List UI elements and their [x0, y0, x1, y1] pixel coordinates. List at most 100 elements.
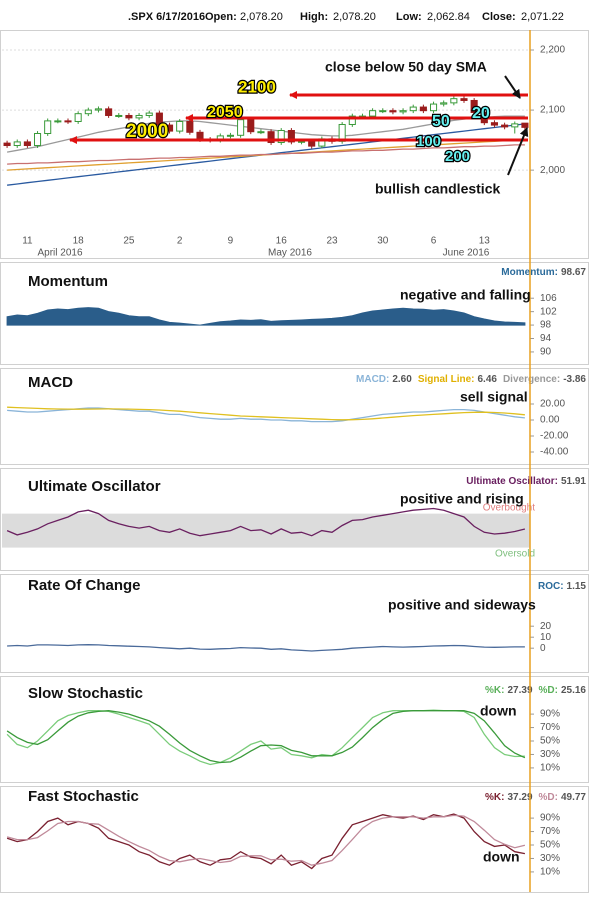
candle-body	[237, 119, 245, 136]
readout-value: 6.46	[477, 374, 497, 385]
candle-body	[450, 98, 458, 104]
y-tick-label: 70%	[540, 722, 560, 733]
sma-line	[6, 115, 525, 153]
y-tick-label: 0.00	[540, 415, 560, 426]
candle-body	[440, 102, 448, 105]
y-tick-label: 20.00	[540, 399, 565, 410]
series-line	[7, 644, 525, 652]
x-tick-label: 16	[276, 236, 288, 247]
annotation: 20	[472, 105, 490, 122]
candle-body	[521, 122, 529, 128]
annotation: down	[483, 849, 520, 865]
header-value: 2,078.20	[240, 11, 283, 23]
candle-body	[13, 141, 21, 147]
x-group-label: April 2016	[37, 248, 82, 259]
y-tick-label: 2,000	[540, 165, 565, 176]
header-label: Low:	[396, 11, 422, 23]
readout: Momentum:98.67	[501, 267, 586, 278]
x-tick-label: 9	[228, 236, 234, 247]
readout-label: %K:	[485, 685, 504, 696]
readout: %K: 27.39 %D: 25.16	[485, 685, 586, 696]
readout-label: %D:	[539, 685, 558, 696]
y-tick-label: 10%	[540, 763, 560, 774]
readout-label: Signal Line:	[418, 374, 475, 385]
readout-value: 2.60	[392, 374, 412, 385]
candle-body	[308, 140, 316, 147]
annotation: 2000	[126, 121, 168, 142]
annotation: sell signal	[460, 389, 528, 405]
oversold-label: Oversold	[495, 548, 535, 559]
panel-title: Fast Stochastic	[28, 788, 139, 805]
candle-body	[105, 108, 113, 116]
readout-value: -3.86	[563, 374, 586, 385]
x-group-label: June 2016	[443, 248, 490, 259]
y-tick-label: 20	[540, 621, 552, 632]
panel-frames	[0, 30, 589, 893]
candle-body	[501, 124, 509, 128]
candle-body	[247, 119, 255, 133]
candle-body	[267, 131, 275, 144]
series-line	[7, 406, 525, 421]
candle-body	[511, 123, 519, 128]
header-label: High:	[300, 11, 328, 23]
price-panel	[0, 30, 589, 259]
candle-body	[287, 129, 295, 143]
candle-body	[419, 106, 427, 112]
candle-body	[409, 106, 417, 112]
series-line	[6, 814, 526, 866]
panel-title: Rate Of Change	[28, 577, 141, 594]
readout: Ultimate Oscillator: 51.91	[466, 476, 586, 487]
panel-title: Slow Stochastic	[28, 685, 143, 702]
candle-body	[64, 120, 72, 123]
y-tick-label: 2,200	[540, 45, 565, 56]
y-tick-label: 90%	[540, 813, 560, 824]
macd-panel	[0, 368, 589, 465]
y-tick-label: 30%	[540, 853, 560, 864]
readout-value: 98.67	[561, 267, 586, 278]
candle-body	[94, 108, 103, 111]
x-tick-label: 30	[377, 236, 389, 247]
candle-body	[186, 120, 194, 133]
annotation: close below 50 day SMA	[325, 59, 487, 75]
arrow-candle	[507, 127, 529, 176]
sma-line	[7, 144, 525, 165]
band	[2, 513, 530, 548]
symbol: .SPX 6/17/2016	[128, 11, 205, 23]
y-tick-label: 94	[540, 333, 552, 344]
y-tick-label: 50%	[540, 840, 560, 851]
y-tick-label: 2,100	[540, 105, 565, 116]
candle-body	[389, 110, 397, 113]
candle-body	[379, 110, 387, 113]
header-value: 2,078.20	[333, 11, 376, 23]
series-line	[6, 507, 526, 537]
y-tick-label: -40.00	[540, 447, 569, 458]
overbought-label: Overbought	[483, 502, 535, 513]
y-tick-label: 106	[540, 293, 557, 304]
panel-title: Momentum	[28, 273, 108, 290]
annotation: negative and falling	[400, 287, 531, 303]
candle-body	[44, 120, 52, 134]
readout-value: 25.16	[561, 685, 586, 696]
candle-body	[3, 142, 11, 147]
header-label: Open:	[205, 11, 237, 23]
candle-body	[165, 124, 174, 132]
annotation-layer: close below 50 day SMA210020502000205010…	[69, 30, 536, 892]
candle-body	[277, 129, 285, 144]
y-tick-label: 50%	[540, 736, 560, 747]
x-tick-label: 23	[326, 236, 338, 247]
candle-body	[490, 122, 499, 126]
readout-label: Ultimate Oscillator:	[466, 476, 558, 487]
readout: %K: 37.29 %D: 49.77	[485, 792, 586, 803]
annotation: 200	[445, 148, 470, 165]
candle-body	[399, 110, 407, 113]
readout-value: 1.15	[567, 581, 587, 592]
candle-body	[155, 112, 163, 126]
arrow-sma	[504, 75, 521, 99]
readout-value: 27.39	[507, 685, 532, 696]
readout-value: 37.29	[507, 792, 532, 803]
annotation: 2050	[207, 104, 243, 121]
x-tick-label: 2	[177, 236, 183, 247]
candle-body	[54, 120, 62, 123]
